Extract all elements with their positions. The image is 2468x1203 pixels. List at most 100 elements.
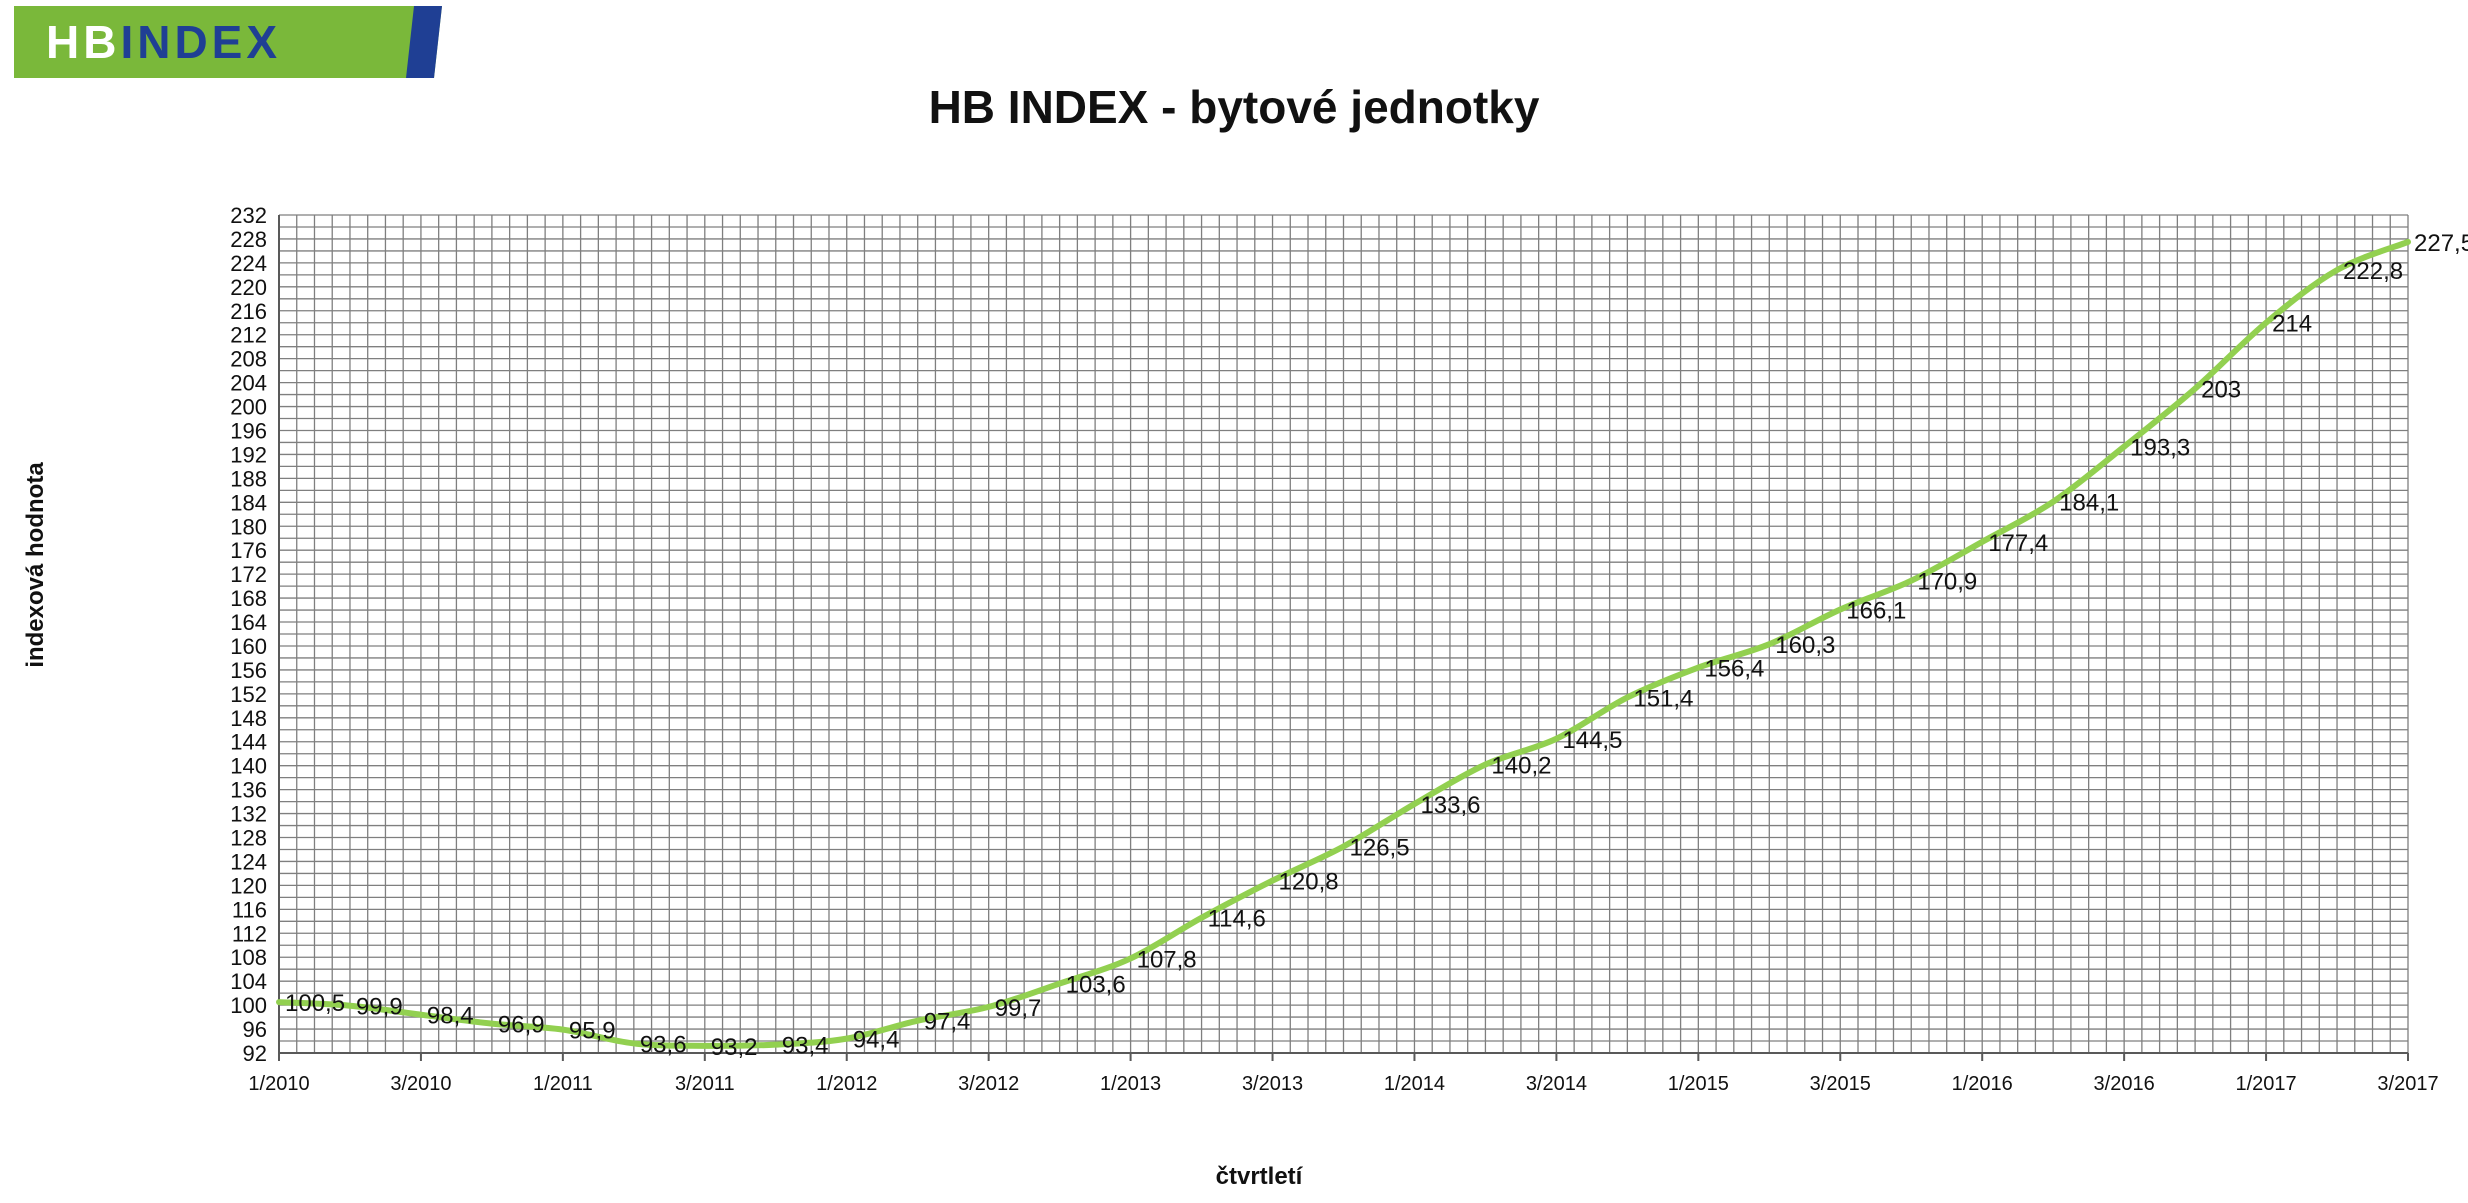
y-tick-label: 232 xyxy=(230,203,267,228)
data-label: 100,5 xyxy=(285,990,345,1017)
data-label: 177,4 xyxy=(1988,530,2048,557)
data-label: 214 xyxy=(2272,311,2312,338)
data-label: 95,9 xyxy=(569,1018,616,1045)
data-label: 227,5 xyxy=(2414,230,2468,257)
x-tick-label: 1/2017 xyxy=(2235,1073,2296,1095)
y-tick-label: 184 xyxy=(230,490,267,515)
data-point xyxy=(1057,981,1062,986)
data-point xyxy=(844,1036,849,1041)
data-point xyxy=(2335,268,2340,273)
logo-text-hb: HB xyxy=(46,16,120,68)
y-tick-label: 100 xyxy=(230,993,267,1018)
x-axis-title: čtvrtletí xyxy=(1215,1163,1303,1190)
y-tick-label: 192 xyxy=(230,442,267,467)
y-tick-label: 188 xyxy=(230,466,267,491)
y-tick-label: 212 xyxy=(230,323,267,348)
y-tick-label: 96 xyxy=(243,1017,267,1042)
y-tick-label: 160 xyxy=(230,634,267,659)
y-tick-label: 116 xyxy=(232,897,267,922)
data-label: 107,8 xyxy=(1137,946,1197,973)
y-tick-label: 204 xyxy=(230,371,267,396)
data-point xyxy=(489,1021,494,1026)
data-label: 114,6 xyxy=(1208,906,1266,933)
x-tick-label: 3/2010 xyxy=(390,1073,451,1095)
data-label: 151,4 xyxy=(1633,685,1693,712)
x-tick-label: 3/2017 xyxy=(2377,1073,2438,1095)
y-tick-label: 128 xyxy=(230,826,267,851)
data-point xyxy=(1909,578,1914,583)
y-tick-label: 180 xyxy=(230,514,267,539)
data-point xyxy=(277,1000,281,1005)
y-tick-label: 108 xyxy=(230,945,267,970)
data-point xyxy=(1696,665,1701,670)
data-label: 93,6 xyxy=(640,1031,687,1058)
y-tick-label: 228 xyxy=(230,227,267,252)
data-label: 203 xyxy=(2201,377,2241,404)
y-tick-label: 168 xyxy=(230,586,267,611)
y-tick-label: 216 xyxy=(230,299,267,324)
data-label: 156,4 xyxy=(1704,656,1764,683)
y-tick-label: 196 xyxy=(230,418,267,443)
x-tick-label: 1/2014 xyxy=(1384,1073,1445,1095)
y-tick-label: 172 xyxy=(230,562,267,587)
data-point xyxy=(1270,878,1275,883)
data-point xyxy=(773,1042,778,1047)
data-point xyxy=(560,1027,565,1032)
svg-text:HBINDEX: HBINDEX xyxy=(46,16,281,68)
data-label: 98,4 xyxy=(427,1003,474,1030)
y-tick-label: 220 xyxy=(230,275,267,300)
data-label: 144,5 xyxy=(1562,727,1622,754)
data-point xyxy=(1128,956,1133,961)
y-tick-label: 144 xyxy=(230,730,267,755)
x-tick-label: 3/2015 xyxy=(1810,1073,1871,1095)
x-tick-label: 1/2010 xyxy=(248,1073,309,1095)
y-tick-label: 176 xyxy=(230,538,267,563)
y-tick-label: 132 xyxy=(230,802,267,827)
y-tick-label: 156 xyxy=(230,658,267,683)
data-point xyxy=(347,1003,352,1008)
data-point xyxy=(418,1012,423,1017)
data-label: 193,3 xyxy=(2130,435,2190,462)
data-point xyxy=(1554,736,1559,741)
data-label: 133,6 xyxy=(1420,792,1480,819)
data-point xyxy=(1980,539,1985,544)
data-point xyxy=(986,1004,991,1009)
data-label: 166,1 xyxy=(1846,597,1906,624)
data-label: 93,2 xyxy=(711,1034,758,1061)
data-label: 94,4 xyxy=(853,1027,900,1054)
data-point xyxy=(2051,499,2056,504)
data-label: 140,2 xyxy=(1491,752,1551,779)
y-tick-label: 152 xyxy=(230,682,267,707)
logo-text-index: INDEX xyxy=(120,16,281,68)
data-label: 120,8 xyxy=(1279,869,1339,896)
data-point xyxy=(915,1018,920,1023)
y-tick-label: 92 xyxy=(243,1041,267,1066)
data-label: 160,3 xyxy=(1775,632,1835,659)
x-tick-label: 3/2011 xyxy=(675,1073,735,1095)
data-point xyxy=(631,1041,636,1046)
data-point xyxy=(2193,386,2198,391)
y-tick-label: 224 xyxy=(230,251,267,276)
data-label: 222,8 xyxy=(2343,258,2403,285)
data-label: 103,6 xyxy=(1066,972,1126,999)
y-tick-label: 104 xyxy=(230,969,267,994)
data-label: 93,4 xyxy=(782,1033,829,1060)
data-point xyxy=(1199,915,1204,920)
y-tick-label: 148 xyxy=(230,706,267,731)
hb-index-logo: HBINDEX xyxy=(14,6,442,78)
y-tick-label: 140 xyxy=(230,754,267,779)
x-tick-label: 1/2013 xyxy=(1100,1073,1161,1095)
y-tick-label: 124 xyxy=(230,849,267,874)
data-point xyxy=(1767,642,1772,647)
y-tick-label: 136 xyxy=(230,778,267,803)
data-label: 99,9 xyxy=(356,994,403,1021)
y-tick-label: 164 xyxy=(230,610,267,635)
y-tick-label: 120 xyxy=(230,873,267,898)
data-point xyxy=(2122,444,2127,449)
data-point xyxy=(1838,607,1843,612)
x-tick-label: 1/2011 xyxy=(533,1073,593,1095)
x-tick-label: 3/2013 xyxy=(1242,1073,1303,1095)
data-label: 170,9 xyxy=(1917,569,1977,596)
data-label: 96,9 xyxy=(498,1012,545,1039)
